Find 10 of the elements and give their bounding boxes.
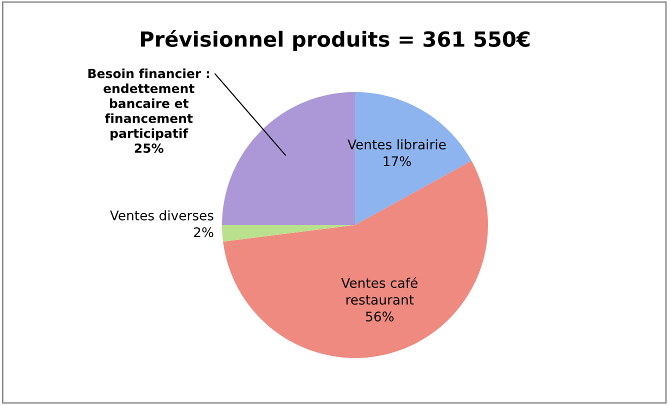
data-label: 25%	[134, 143, 164, 153]
slice-label: Ventes café restaurant	[341, 277, 418, 305]
slice-label: Ventes librairie	[348, 139, 446, 150]
pie-slice	[222, 225, 355, 242]
data-label: 56%	[366, 312, 394, 322]
slice-label: Besoin financier : endettement bancaire et financement participatif	[88, 68, 210, 140]
data-label: 17%	[384, 156, 411, 166]
slice-label: Ventes diverses	[110, 210, 214, 220]
chart-title: Prévisionnel produits = 361 550€	[140, 30, 530, 51]
data-label: 2%	[194, 227, 214, 238]
